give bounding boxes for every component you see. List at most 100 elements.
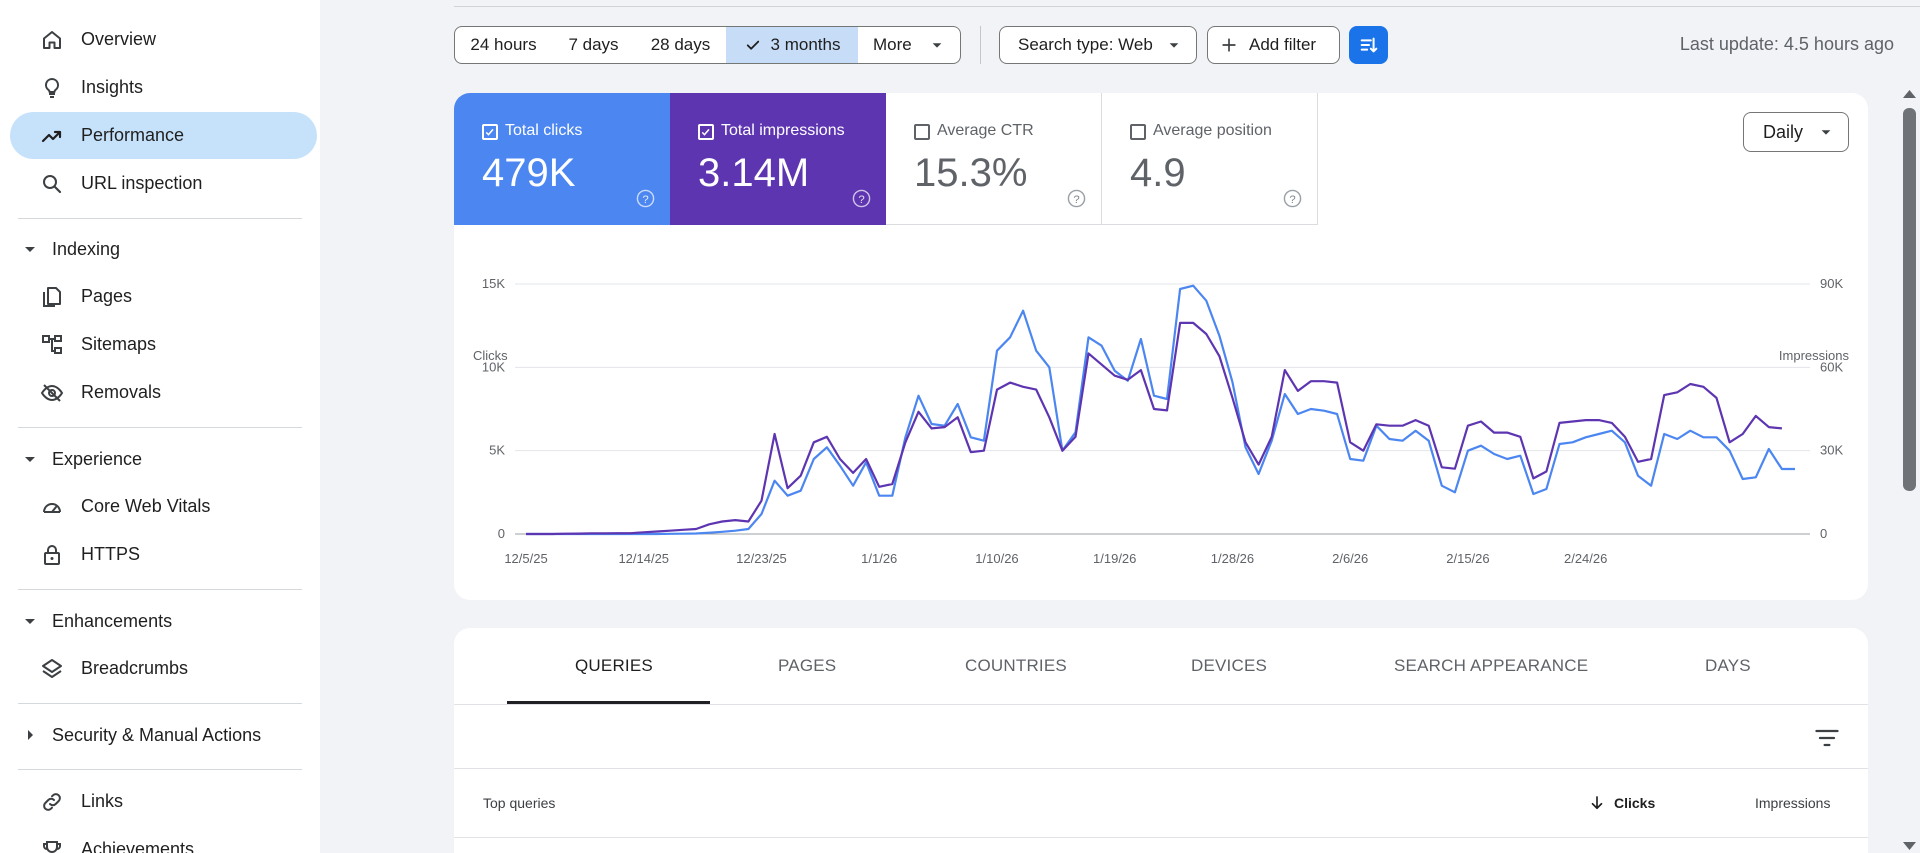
column-header-top-queries: Top queries (483, 795, 556, 811)
sidebar-item-core-web-vitals[interactable]: Core Web Vitals (10, 483, 317, 530)
sidebar-divider (18, 703, 302, 704)
filter-settings-button[interactable] (1349, 26, 1388, 64)
layers-icon (42, 659, 62, 678)
lock-icon (44, 545, 60, 565)
dimension-tabs-card: QUERIES PAGES COUNTRIES DEVICES SEARCH A… (454, 628, 1868, 853)
svg-text:?: ? (1073, 194, 1079, 206)
range-3-months[interactable]: 3 months (726, 26, 859, 64)
help-icon[interactable]: ? (1067, 189, 1086, 208)
toolbar-divider (980, 26, 981, 64)
sidebar-item-sitemaps[interactable]: Sitemaps (10, 321, 317, 368)
help-icon[interactable]: ? (852, 189, 871, 208)
link-icon (43, 793, 61, 811)
caret-down-icon (25, 457, 35, 462)
sidebar-item-https[interactable]: HTTPS (10, 531, 317, 578)
page-scrollbar[interactable] (1899, 84, 1920, 853)
sidebar-item-achievements[interactable]: Achievements (10, 826, 317, 853)
section-toggle-experience[interactable]: Experience (22, 444, 142, 474)
section-toggle-enhancements[interactable]: Enhancements (22, 606, 172, 636)
section-toggle-indexing[interactable]: Indexing (22, 234, 120, 264)
sidebar-nav: Overview Insights Performance URL inspec… (0, 0, 320, 853)
search-icon (43, 175, 62, 194)
sidebar-item-label: Core Web Vitals (81, 496, 211, 516)
sitemap-icon (42, 335, 62, 354)
sidebar-item-label: Performance (81, 125, 185, 145)
sidebar-item-links[interactable]: Links (10, 778, 317, 825)
metric-average-position[interactable]: Average position 4.9 ? (1102, 93, 1318, 225)
metric-value: 4.9 (1130, 151, 1186, 195)
metric-label: Average position (1153, 122, 1272, 139)
x-axis-tick-label: 1/28/26 (1211, 551, 1254, 566)
tab-search-appearance[interactable]: SEARCH APPEARANCE (1394, 656, 1589, 675)
column-header-clicks[interactable]: Clicks (1588, 794, 1655, 812)
sidebar-item-label: Sitemaps (81, 334, 157, 354)
sidebar-item-label: Breadcrumbs (81, 658, 189, 678)
sidebar-item-insights[interactable]: Insights (10, 64, 317, 111)
sidebar-item-breadcrumbs[interactable]: Breadcrumbs (10, 645, 317, 692)
sidebar-item-label: Insights (81, 77, 144, 97)
eye-off-icon (40, 384, 64, 402)
section-title: Security & Manual Actions (52, 724, 262, 745)
scroll-down-arrow-icon[interactable] (1903, 842, 1916, 850)
metric-label: Total clicks (505, 122, 583, 139)
sidebar-item-overview[interactable]: Overview (10, 16, 317, 63)
sidebar-item-pages[interactable]: Pages (10, 273, 317, 320)
tab-devices[interactable]: DEVICES (1191, 656, 1268, 675)
help-icon[interactable]: ? (636, 189, 655, 208)
right-axis-tick-label: 0 (1820, 526, 1827, 541)
search-type-dropdown[interactable]: Search type: Web (999, 26, 1197, 64)
checkbox-checked-icon (698, 124, 714, 140)
chart-series (526, 284, 1795, 536)
range-28-days[interactable]: 28 days (635, 26, 727, 64)
caret-down-icon (932, 43, 942, 48)
filter-list-icon (1360, 37, 1377, 53)
sidebar-item-removals[interactable]: Removals (10, 369, 317, 416)
metric-value: 3.14M (698, 151, 810, 195)
metric-average-ctr[interactable]: Average CTR 15.3% ? (886, 93, 1102, 225)
tab-pages[interactable]: PAGES (778, 656, 837, 675)
range-more-dropdown[interactable]: More (858, 26, 961, 64)
x-axis-tick-label: 12/14/25 (618, 551, 669, 566)
caret-down-icon (25, 247, 35, 252)
sidebar-item-label: Overview (81, 29, 157, 49)
section-title: Enhancements (52, 610, 173, 631)
tab-queries[interactable]: QUERIES (575, 656, 653, 675)
left-axis-tick-label: 10K (482, 359, 505, 374)
filter-icon[interactable] (1813, 724, 1841, 752)
sidebar-divider (18, 589, 302, 590)
range-label: 7 days (568, 35, 619, 54)
left-axis-tick-label: 5K (489, 443, 505, 458)
x-axis-tick-label: 1/19/26 (1093, 551, 1136, 566)
section-toggle-security[interactable]: Security & Manual Actions (22, 720, 261, 750)
sidebar-item-performance[interactable]: Performance (10, 112, 317, 159)
header-divider (454, 6, 1920, 7)
plus-icon (1222, 38, 1236, 52)
range-24-hours[interactable]: 24 hours (454, 26, 553, 64)
trending-up-icon (41, 130, 62, 143)
granularity-label: Daily (1763, 121, 1804, 142)
metric-value: 15.3% (914, 151, 1028, 195)
range-7-days[interactable]: 7 days (552, 26, 636, 64)
caret-down-icon (1821, 130, 1831, 135)
help-icon[interactable]: ? (1283, 189, 1302, 208)
column-header-impressions[interactable]: Impressions (1755, 795, 1831, 811)
performance-line-chart[interactable]: Clicks Impressions 15K 90K 10K 60K 5K 30K 0 0 12… (454, 248, 1868, 568)
sidebar-item-url-inspection[interactable]: URL inspection (10, 160, 317, 207)
svg-text:?: ? (642, 194, 648, 206)
sidebar-item-label: Pages (81, 286, 133, 306)
arrow-down-icon (1591, 796, 1603, 810)
gauge-icon (43, 503, 61, 513)
metric-total-clicks[interactable]: Total clicks 479K ? (454, 93, 670, 225)
granularity-dropdown[interactable]: Daily (1743, 112, 1849, 152)
scrollbar-thumb[interactable] (1903, 108, 1916, 491)
tab-days[interactable]: DAYS (1705, 656, 1751, 675)
metric-total-impressions[interactable]: Total impressions 3.14M ? (670, 93, 886, 225)
right-axis-tick-label: 30K (1820, 443, 1843, 458)
add-filter-button[interactable]: Add filter (1207, 26, 1340, 64)
trophy-icon (43, 841, 61, 853)
add-filter-label: Add filter (1249, 35, 1317, 54)
tab-countries[interactable]: COUNTRIES (965, 656, 1067, 675)
scroll-up-arrow-icon[interactable] (1903, 90, 1916, 98)
home-icon (43, 31, 61, 49)
sidebar-item-label: Removals (81, 382, 162, 402)
